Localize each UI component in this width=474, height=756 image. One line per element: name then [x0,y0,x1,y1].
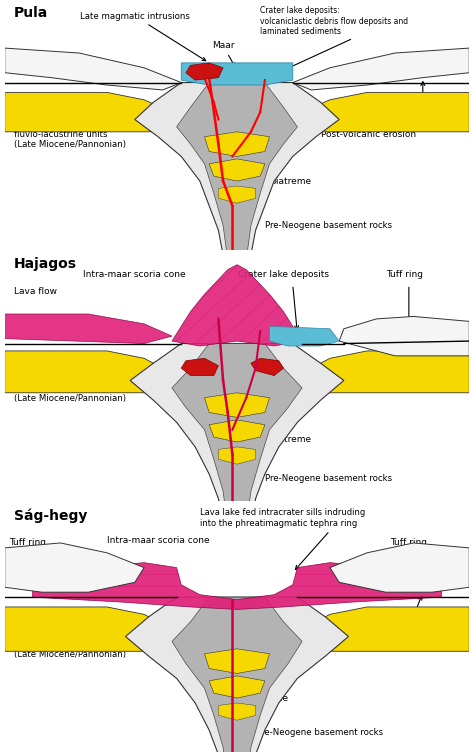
Polygon shape [5,92,191,132]
Polygon shape [172,343,302,555]
PathPatch shape [130,343,344,558]
Polygon shape [186,63,223,80]
Polygon shape [5,543,144,592]
PathPatch shape [126,597,348,756]
Polygon shape [33,562,441,609]
PathPatch shape [330,543,469,592]
PathPatch shape [130,343,344,558]
Polygon shape [181,63,293,85]
Text: Crater lake deposits:
volcaniclastic debris flow deposits and
laminated sediment: Crater lake deposits: volcaniclastic deb… [260,6,408,36]
Text: Tuff ring: Tuff ring [386,270,423,279]
Polygon shape [219,703,255,720]
Text: Tuff ring: Tuff ring [391,538,428,547]
Text: Maar: Maar [212,41,235,67]
Text: Intra-maar scoria cone: Intra-maar scoria cone [83,270,186,279]
Text: Pre-volcanic siliciclastic
fluvio-lacustrine units
(Late Miocene/Pannonian): Pre-volcanic siliciclastic fluvio-lacust… [14,629,126,658]
PathPatch shape [293,48,469,90]
Polygon shape [5,314,172,343]
PathPatch shape [339,317,469,356]
PathPatch shape [135,82,339,299]
Text: Pre-volcanic siliciclastic
fluvio-lacustrine units
(Late Miocene/Pannonian): Pre-volcanic siliciclastic fluvio-lacust… [14,119,126,149]
Text: Diatreme: Diatreme [270,177,311,185]
Text: Intra-maar scoria cone: Intra-maar scoria cone [107,535,210,544]
Text: Lava flow: Lava flow [14,287,57,296]
PathPatch shape [135,82,339,299]
Polygon shape [5,607,191,651]
Polygon shape [339,317,469,356]
Polygon shape [219,519,255,560]
Text: Hajagos: Hajagos [14,257,77,271]
Text: Tuff ring: Tuff ring [9,538,46,547]
Polygon shape [219,447,255,464]
PathPatch shape [5,543,144,592]
Polygon shape [330,543,469,592]
Polygon shape [219,186,255,203]
Polygon shape [5,48,181,90]
Polygon shape [209,676,265,698]
Polygon shape [209,159,265,181]
Polygon shape [130,343,344,558]
Polygon shape [251,358,283,376]
Polygon shape [283,92,469,132]
Text: Pula: Pula [14,6,48,20]
Polygon shape [293,48,469,90]
Text: Pre-volcanic siliciclastic
fluvio-lacustrine units
(Late Miocene/Pannonian): Pre-volcanic siliciclastic fluvio-lacust… [14,373,126,403]
Polygon shape [135,82,339,299]
Polygon shape [204,649,270,674]
Polygon shape [126,597,348,756]
Text: Late magmatic intrusions: Late magmatic intrusions [80,11,206,60]
Polygon shape [204,393,270,417]
Polygon shape [5,351,191,393]
Text: Post-volcanic erosion: Post-volcanic erosion [320,130,416,139]
Polygon shape [283,351,469,393]
Text: Pre-Neogene basement rocks: Pre-Neogene basement rocks [265,221,392,230]
Polygon shape [283,607,469,651]
Polygon shape [172,597,302,756]
Text: Diatreme: Diatreme [270,435,311,444]
Text: Post-volcanic erosion: Post-volcanic erosion [311,642,406,651]
Text: Crater lake deposits: Crater lake deposits [238,270,329,279]
PathPatch shape [126,597,348,756]
PathPatch shape [5,48,181,90]
Text: Pre-Neogene basement rocks: Pre-Neogene basement rocks [255,728,383,737]
Polygon shape [181,358,219,376]
Polygon shape [177,82,297,294]
PathPatch shape [33,562,441,609]
Polygon shape [204,132,270,156]
Polygon shape [270,327,339,346]
Text: Tuff ring: Tuff ring [9,58,46,67]
Polygon shape [172,265,302,346]
Polygon shape [209,420,265,442]
Text: Diatreme: Diatreme [246,693,288,702]
Text: Post-volcanic erosion: Post-volcanic erosion [320,383,416,392]
Polygon shape [219,255,255,299]
Text: Lava lake fed intracrater sills indruding
into the phreatimagmatic tephra ring: Lava lake fed intracrater sills indrudin… [200,509,365,528]
Text: Pre-Neogene basement rocks: Pre-Neogene basement rocks [265,475,392,483]
PathPatch shape [172,265,302,346]
Text: Ság-hegy: Ság-hegy [14,509,87,523]
